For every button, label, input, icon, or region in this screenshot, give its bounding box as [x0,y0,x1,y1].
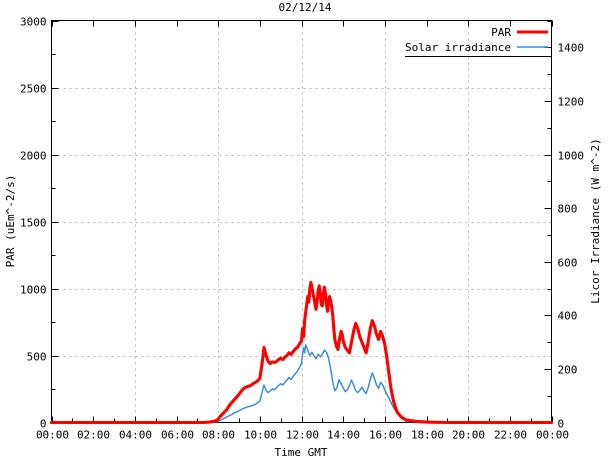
y2-tick-label: 800 [558,203,578,216]
y2-axis-title: Licor Irradiance (W m^-2) [589,138,602,304]
x-tick-label: 00:00 [536,429,569,442]
y2-tick-label: 1400 [558,42,585,55]
legend-border [405,21,553,58]
y2-tick-label: 1000 [558,150,585,163]
chart-title: 02/12/14 [278,1,332,14]
x-tick-label: 04:00 [119,429,152,442]
y-axis-tick-labels: 0 500 1000 1500 2000 2500 3000 [20,16,47,431]
legend-label-solar-irradiance: Solar irradiance [405,41,511,54]
y2-tick-label: 1200 [558,96,585,109]
y-tick-label: 0 [40,418,47,431]
y-tick-label: 1000 [20,284,47,297]
y-tick-label: 1500 [20,217,47,230]
x-tick-label: 02:00 [77,429,110,442]
y-tick-label: 3000 [20,16,47,29]
x-tick-label: 18:00 [411,429,444,442]
y2-tick-label: 600 [558,257,578,270]
y-tick-label: 500 [27,351,47,364]
y-tick-label: 2500 [20,83,47,96]
y2-tick-label: 0 [558,418,565,431]
x-tick-label: 14:00 [327,429,360,442]
plot-frame [50,19,553,424]
x-tick-label: 06:00 [161,429,194,442]
chart-legend: PAR Solar irradiance [405,21,553,58]
x-tick-label: 00:00 [36,429,69,442]
x-axis-title: Time GMT [275,446,328,459]
x-tick-label: 10:00 [244,429,277,442]
data-series-layer [49,280,554,425]
y2-tick-label: 400 [558,310,578,323]
y2-tick-label: 200 [558,364,578,377]
y-tick-label: 2000 [20,150,47,163]
y-axis-title: PAR (uEm^-2/s) [4,175,17,268]
x-tick-label: 20:00 [452,429,485,442]
gridlines [51,20,552,423]
x-tick-label: 22:00 [494,429,527,442]
x-tick-label: 16:00 [369,429,402,442]
y2-axis-tick-labels: 0 200 400 600 800 1000 1200 1400 [558,42,585,431]
legend-label-par: PAR [491,26,511,39]
series-line-par [49,280,554,425]
series-line-solar-irradiance [50,344,553,424]
x-tick-label: 12:00 [286,429,319,442]
x-axis-tick-labels: 00:00 02:00 04:00 06:00 08:00 10:00 12:00 14:00… [36,429,569,442]
x-tick-label: 08:00 [202,429,235,442]
